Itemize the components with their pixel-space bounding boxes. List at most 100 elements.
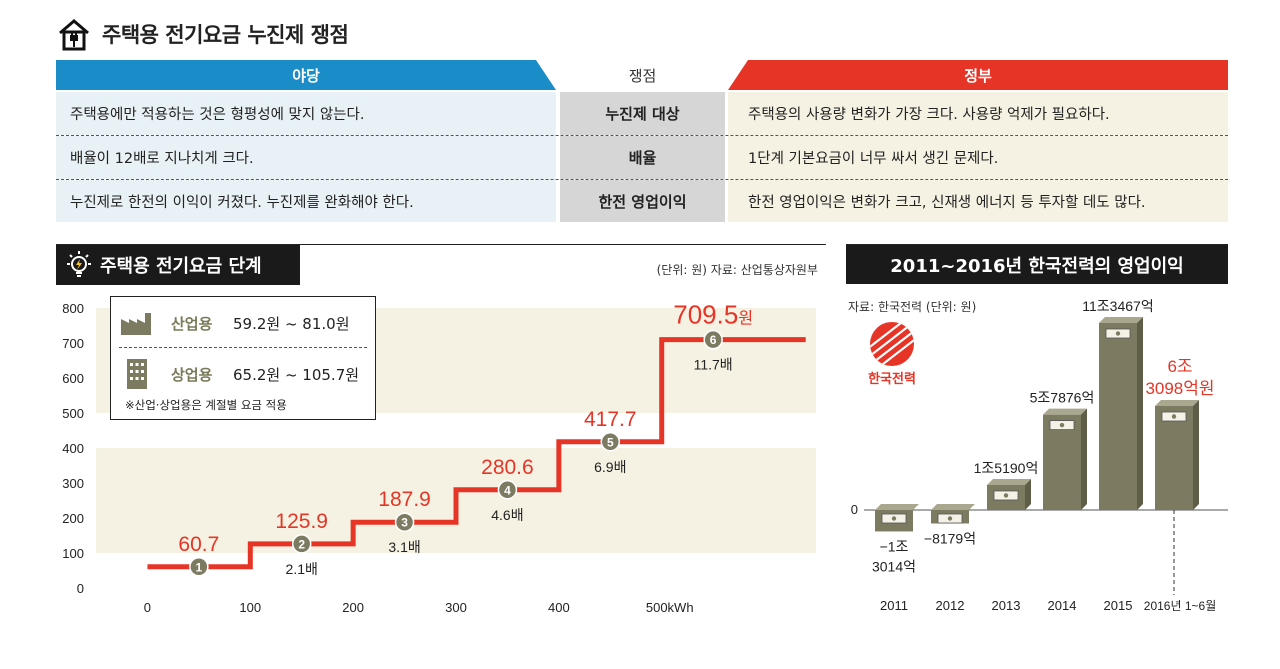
- bar-top: [987, 478, 1031, 485]
- x-tick-label: 100: [239, 600, 261, 615]
- title-row: 주택용 전기요금 누진제 쟁점: [56, 14, 349, 54]
- header-government: 정부: [728, 60, 1228, 90]
- kepco-logo-text: 한국전력: [868, 371, 916, 386]
- stage-number: 2: [298, 537, 305, 551]
- y-tick-label: 600: [62, 371, 84, 386]
- step-chart-source: (단위: 원) 자료: 산업통상자원부: [656, 263, 818, 277]
- bar-top: [931, 504, 975, 510]
- bar-side: [1193, 400, 1199, 510]
- step-line: [147, 337, 806, 570]
- government-cell: 주택용의 사용량 변화가 가장 크다. 사용량 억제가 필요하다.: [728, 92, 1228, 135]
- header-issue: 쟁점: [628, 66, 657, 85]
- y-tick-label: 200: [62, 511, 84, 526]
- table-row: 주택용에만 적용하는 것은 형평성에 맞지 않는다. 누진제 대상 주택용의 사…: [56, 92, 1228, 136]
- stage-marker: [600, 432, 621, 452]
- government-cell: 1단계 기본요금이 너무 싸서 생긴 문제다.: [728, 136, 1228, 179]
- bar-side: [1025, 478, 1031, 510]
- category-label: 2015: [1104, 598, 1133, 613]
- category-label: 2014: [1048, 598, 1077, 613]
- step-multiplier: 6.9배: [594, 459, 626, 475]
- opposition-cell: 누진제로 한전의 이익이 커졌다. 누진제를 완화해야 한다.: [56, 180, 556, 222]
- step-multiplier: 3.1배: [388, 539, 420, 555]
- kepco-logo: 한국전력: [868, 322, 916, 386]
- issues-table: 주택용에만 적용하는 것은 형평성에 맞지 않는다. 누진제 대상 주택용의 사…: [56, 92, 1228, 222]
- legend-industrial-label: 산업용: [171, 314, 213, 333]
- factory-icon: [121, 313, 151, 335]
- step-chart-header: 주택용 전기요금 단계 (단위: 원) 자료: 산업통상자원부: [56, 244, 826, 285]
- issue-cell: 누진제 대상: [560, 92, 725, 135]
- legend-commercial-range: 65.2원 ~ 105.7원: [233, 365, 360, 384]
- opposition-cell: 배율이 12배로 지나치게 크다.: [56, 136, 556, 179]
- page-title: 주택용 전기요금 누진제 쟁점: [102, 23, 349, 47]
- stage-marker: [703, 329, 723, 350]
- bar-value-label: 6조: [1167, 357, 1192, 376]
- legend-note: ※산업·상업용은 계절별 요금 적용: [125, 398, 287, 412]
- y-tick-label: 0: [851, 502, 858, 517]
- bar: [1099, 323, 1137, 510]
- bar-value-label: −8179억: [924, 530, 976, 546]
- bar-top: [1099, 317, 1143, 323]
- step-value-label: 60.7: [178, 533, 219, 556]
- bill-icon-dot: [1115, 331, 1121, 336]
- y-tick-label: 300: [62, 476, 84, 491]
- bill-icon-dot: [1003, 493, 1009, 498]
- step-chart-title: 주택용 전기요금 단계: [100, 256, 262, 277]
- y-tick-label: 700: [62, 336, 84, 351]
- legend-divider: [119, 347, 367, 348]
- step-multiplier: 2.1배: [286, 561, 318, 577]
- bill-icon-dot: [1171, 414, 1177, 419]
- y-tick-label: 0: [77, 581, 84, 596]
- bar-value-label: 3098억원: [1145, 379, 1214, 398]
- stage-marker: [497, 480, 518, 500]
- legend-industrial: 산업용 59.2원 ~ 81.0원: [121, 311, 350, 335]
- y-tick-label: 800: [62, 301, 84, 316]
- step-value-label: 709.5원: [673, 300, 753, 330]
- lightbulb-icon: [67, 251, 91, 277]
- legend-commercial-label: 상업용: [171, 365, 213, 384]
- y-tick-label: 500: [62, 406, 84, 421]
- bar-value-label: 11조3467억: [1082, 298, 1153, 314]
- table-row: 누진제로 한전의 이익이 커졌다. 누진제를 완화해야 한다. 한전 영업이익 …: [56, 180, 1228, 222]
- stage-number: 6: [710, 333, 717, 347]
- bar-side: [1081, 408, 1087, 510]
- bar-top: [1043, 408, 1087, 415]
- issue-cell: 배율: [560, 136, 725, 179]
- step-value-label: 125.9: [275, 510, 328, 533]
- x-tick-label: 400: [548, 600, 570, 615]
- bar-value-label: −1조: [880, 538, 909, 554]
- stage-number: 1: [196, 560, 203, 574]
- bar-value-label: 1조5190억: [974, 460, 1039, 476]
- category-label: 2016년 1~6월: [1144, 599, 1216, 613]
- profit-chart-source: 자료: 한국전력 (단위: 원): [848, 300, 977, 314]
- x-tick-label: 300: [445, 600, 467, 615]
- x-tick-label: 200: [342, 600, 364, 615]
- house-plug-icon: [59, 19, 89, 51]
- issue-cell: 한전 영업이익: [560, 180, 725, 222]
- bill-icon-dot: [947, 516, 953, 521]
- stage-number: 4: [504, 483, 511, 497]
- profit-bar-chart: 0 −1조 3014억 2011 −8179억 2012 1조5190억 2013 5조7876…: [851, 298, 1228, 613]
- bar: [1155, 406, 1193, 510]
- legend-box: 산업용 59.2원 ~ 81.0원 상업용 65.2원 ~ 105.7원 ※산업…: [110, 296, 376, 420]
- table-row: 배율이 12배로 지나치게 크다. 배율 1단계 기본요금이 너무 싸서 생긴 …: [56, 136, 1228, 180]
- legend-commercial: 상업용 65.2원 ~ 105.7원: [121, 359, 359, 389]
- category-label: 2012: [936, 598, 965, 613]
- step-value-label: 187.9: [378, 488, 431, 511]
- bar-top: [1155, 400, 1199, 407]
- legend-industrial-range: 59.2원 ~ 81.0원: [233, 314, 350, 333]
- bill-icon-dot: [1059, 422, 1065, 428]
- y-tick-label: 100: [62, 546, 84, 561]
- step-multiplier: 11.7배: [694, 357, 733, 373]
- stage-number: 5: [607, 435, 614, 449]
- government-cell: 한전 영업이익은 변화가 크고, 신재생 에너지 등 투자할 데도 많다.: [728, 180, 1228, 222]
- step-chart: 0 100 200 300 400 500 600 700 800 0 100 200 300 400 50…: [62, 300, 816, 615]
- bar-top: [875, 504, 919, 510]
- x-tick-label: 500kWh: [646, 600, 694, 615]
- step-value-label: 280.6: [481, 456, 534, 479]
- building-icon: [127, 359, 147, 389]
- category-label: 2013: [992, 598, 1021, 613]
- bar: [1043, 414, 1081, 510]
- stage-number: 3: [401, 516, 408, 530]
- stage-marker: [291, 534, 312, 554]
- grid-band: [96, 448, 816, 483]
